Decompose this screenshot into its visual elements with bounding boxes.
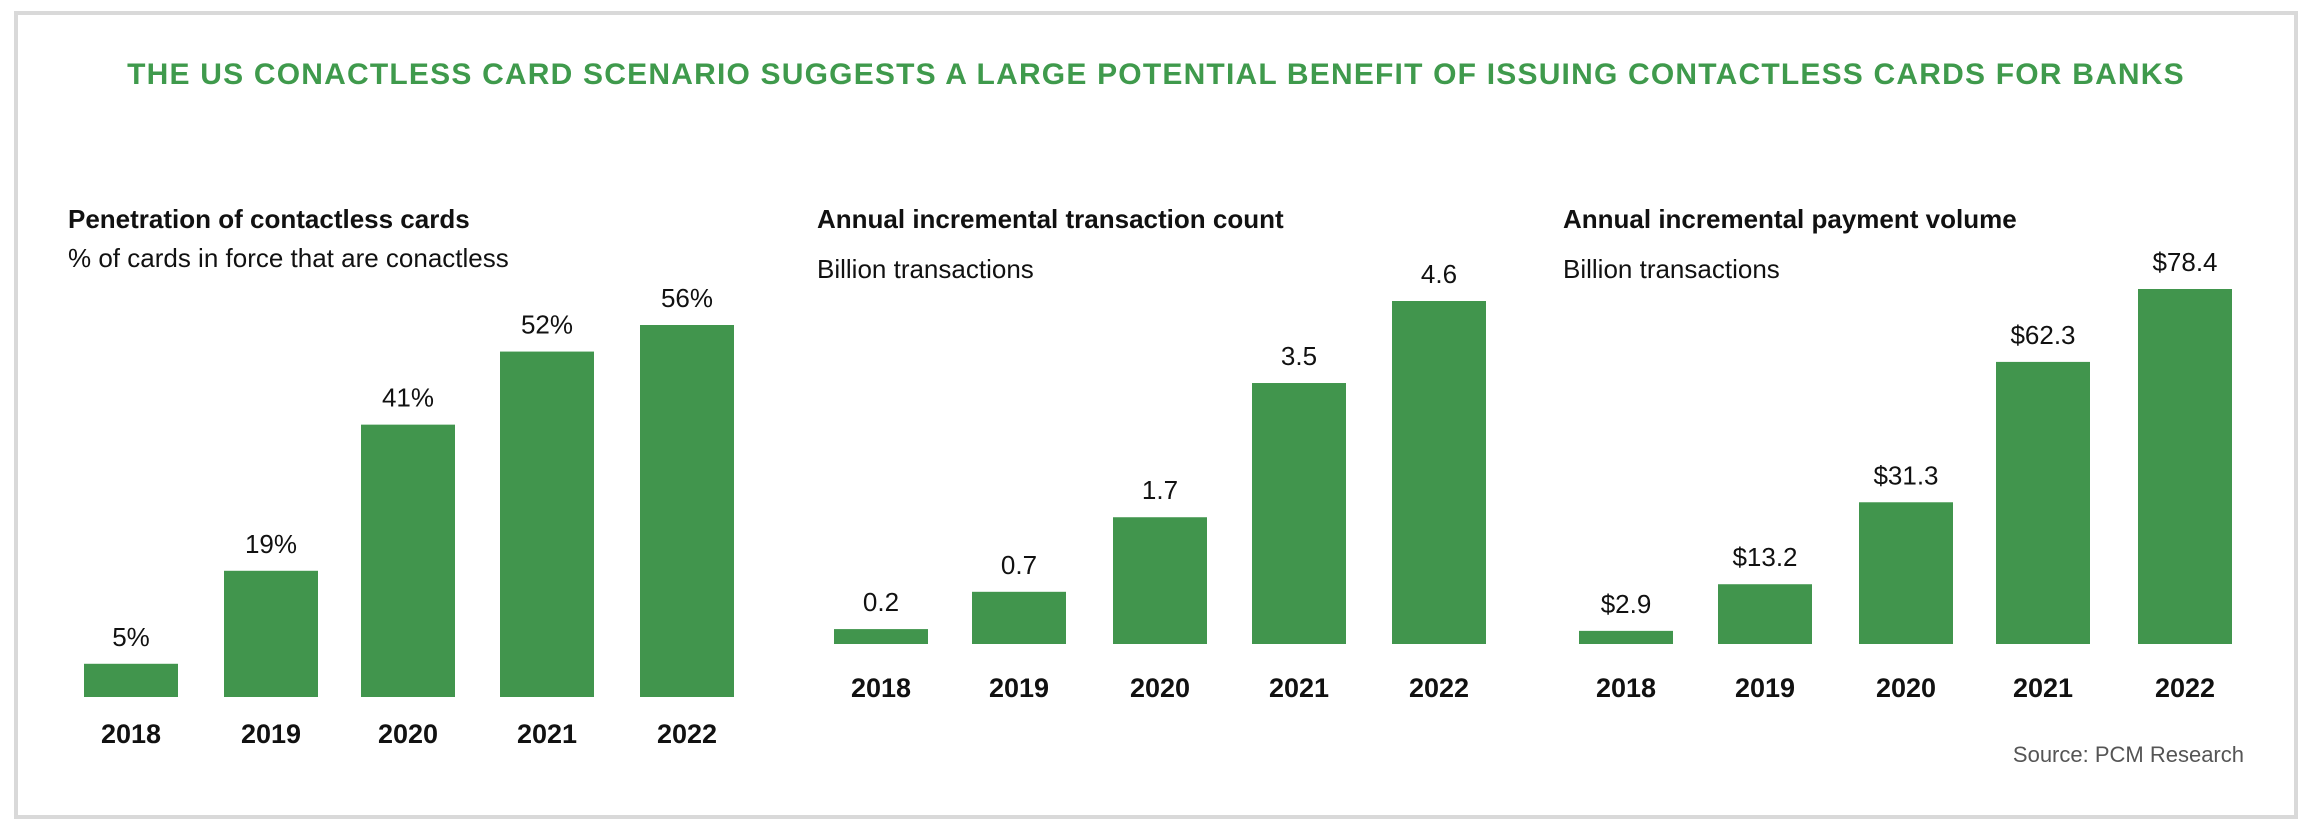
bar-2021 (1996, 361, 2090, 644)
bar-2019 (1718, 584, 1812, 644)
category-label: 2018 (851, 673, 911, 703)
value-label: 41% (382, 383, 434, 413)
chart-3-subtitle: Billion transactions (1563, 254, 1780, 284)
value-label: 56% (661, 283, 713, 313)
value-label: 0.7 (1001, 550, 1037, 580)
value-label: $2.9 (1601, 589, 1652, 619)
category-label: 2019 (989, 673, 1049, 703)
value-label: $78.4 (2152, 247, 2217, 277)
bar-2022 (1392, 301, 1486, 644)
category-label: 2021 (517, 719, 577, 749)
category-label: 2021 (1269, 673, 1329, 703)
category-label: 2018 (101, 719, 161, 749)
category-label: 2020 (1130, 673, 1190, 703)
category-label: 2019 (241, 719, 301, 749)
chart-1-subtitle: % of cards in force that are conactless (68, 243, 509, 273)
chart-2-title: Annual incremental transaction count (817, 204, 1284, 234)
bar-2020 (361, 424, 455, 697)
value-label: 4.6 (1421, 259, 1457, 289)
chart-3-title: Annual incremental payment volume (1563, 204, 2017, 234)
bar-2018 (1579, 630, 1673, 644)
chart-2-subtitle: Billion transactions (817, 254, 1034, 284)
category-label: 2019 (1735, 673, 1795, 703)
bar-2022 (640, 325, 734, 697)
value-label: 1.7 (1142, 475, 1178, 505)
bar-2019 (972, 591, 1066, 644)
bar-2019 (224, 570, 318, 697)
value-label: $31.3 (1873, 460, 1938, 490)
main-title: THE US CONACTLESS CARD SCENARIO SUGGESTS… (127, 58, 2185, 91)
chart-payment-volume: $2.9 2018 $13.2 2019 $31.3 2020 $62.3 2021 $78.4… (1579, 247, 2232, 703)
bar-2018 (834, 629, 928, 644)
chart-transaction-count: 0.2 2018 0.7 2019 1.7 2020 3.5 2021 4.6 2022 (834, 259, 1486, 703)
category-label: 2020 (378, 719, 438, 749)
value-label: 19% (245, 529, 297, 559)
category-label: 2018 (1596, 673, 1656, 703)
value-label: 5% (112, 622, 150, 652)
value-label: $13.2 (1732, 542, 1797, 572)
bar-2021 (1252, 383, 1346, 644)
bar-2020 (1113, 517, 1207, 644)
value-label: 0.2 (863, 587, 899, 617)
value-label: $62.3 (2010, 320, 2075, 350)
bar-2020 (1859, 502, 1953, 644)
category-label: 2021 (2013, 673, 2073, 703)
value-label: 52% (521, 310, 573, 340)
category-label: 2022 (657, 719, 717, 749)
source-note: Source: PCM Research (2012, 742, 2244, 767)
category-label: 2020 (1876, 673, 1936, 703)
chart-1-title: Penetration of contactless cards (68, 204, 470, 234)
category-label: 2022 (2155, 673, 2215, 703)
chart-penetration: 5% 2018 19% 2019 41% 2020 52% 2021 56% 2022 (84, 283, 734, 749)
bar-2018 (84, 663, 178, 697)
category-label: 2022 (1409, 673, 1469, 703)
bar-2021 (500, 351, 594, 697)
value-label: 3.5 (1281, 341, 1317, 371)
bar-2022 (2138, 289, 2232, 644)
